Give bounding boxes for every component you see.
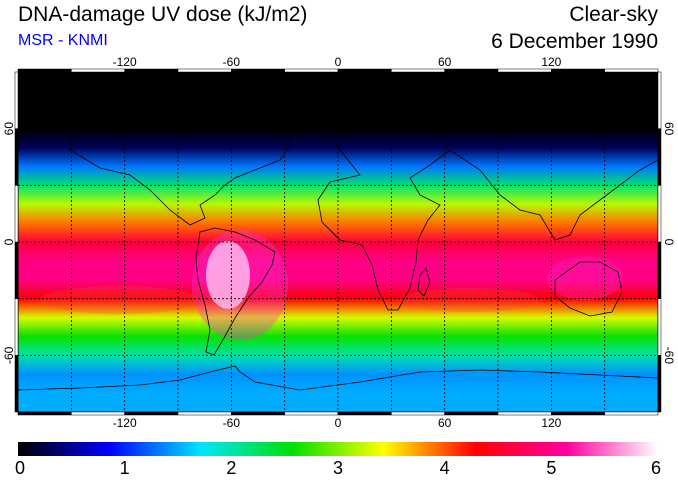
frame-segment — [604, 411, 659, 416]
lon-tick-label: -120 — [113, 416, 137, 430]
coast-greenland — [289, 71, 321, 111]
frame-segment — [657, 241, 662, 299]
lat-tick-label-right: 60 — [662, 122, 676, 136]
frame-segment — [657, 298, 662, 356]
lon-tick-label: 0 — [335, 55, 342, 69]
frame-segment — [71, 411, 125, 416]
lon-tick-label: 120 — [541, 416, 561, 430]
coast-australia — [554, 261, 623, 317]
frame-segment — [17, 68, 72, 73]
frame-segment — [497, 68, 552, 73]
frame-segment — [551, 411, 605, 416]
lat-tick-label-left: -60 — [2, 346, 16, 364]
colorbar-tick-label: 1 — [119, 458, 130, 478]
south-america-band — [192, 230, 288, 340]
frame-segment — [177, 68, 232, 73]
lat-tick-label-right: 0 — [662, 239, 676, 246]
frame-segment — [14, 241, 19, 299]
colorbar-tick-label: 2 — [226, 458, 237, 478]
frame-segment — [444, 411, 499, 416]
frame-segment — [657, 185, 662, 243]
condition-label: Clear-sky — [569, 3, 658, 26]
coast-asia — [449, 72, 659, 241]
colorbar-tick-label: 0 — [14, 458, 26, 478]
frame-segment — [231, 411, 285, 416]
lat-tick-label-right: -60 — [662, 347, 676, 365]
pacific-swirl — [40, 286, 200, 314]
lat-tick-label-left: 0 — [2, 238, 16, 245]
indian-swirl — [400, 288, 540, 312]
frame-segment — [177, 411, 232, 416]
frame-segment — [657, 128, 662, 186]
frame-segment — [14, 128, 19, 186]
source-label: MSR - KNMI — [18, 32, 108, 49]
coast-antarctica — [17, 365, 659, 391]
lon-tick-label: 60 — [438, 55, 452, 69]
frame-segment — [391, 411, 445, 416]
lon-tick-label: -120 — [113, 55, 137, 69]
frame-segment — [657, 71, 662, 129]
frame-segment — [231, 68, 285, 73]
coast-madagascar — [417, 267, 431, 297]
frame-segment — [497, 411, 552, 416]
frame-segment — [391, 68, 445, 73]
andes-maximum — [206, 241, 250, 309]
frame-segment — [124, 68, 179, 73]
lon-tick-label: -60 — [223, 416, 241, 430]
colorbar-tick-label: 3 — [332, 458, 344, 478]
coast-south-america — [195, 227, 276, 356]
lon-tick-label: 120 — [541, 55, 561, 69]
map-title: DNA-damage UV dose (kJ/m2) — [18, 3, 308, 26]
frame-segment — [604, 68, 659, 73]
lon-tick-label: 60 — [438, 416, 452, 430]
lon-tick-label: 0 — [335, 416, 342, 430]
frame-segment — [17, 411, 72, 416]
colorbar-tick-label: 6 — [650, 458, 662, 478]
lon-tick-label: -60 — [223, 55, 241, 69]
frame-segment — [14, 71, 19, 129]
frame-segment — [337, 68, 392, 73]
colorbar-tick-label: 5 — [546, 458, 557, 478]
frame-segment — [444, 68, 499, 73]
lat-tick-label-left: 60 — [2, 122, 16, 136]
date-label: 6 December 1990 — [491, 30, 658, 53]
frame-segment — [337, 411, 392, 416]
frame-segment — [284, 411, 339, 416]
colorbar — [18, 442, 658, 456]
frame-segment — [657, 355, 662, 413]
colorbar-tick-label: 4 — [439, 458, 450, 478]
coast-europe-africa — [317, 72, 451, 311]
frame-segment — [551, 68, 605, 73]
frame-segment — [71, 68, 125, 73]
frame-segment — [284, 68, 339, 73]
frame-segment — [124, 411, 179, 416]
frame-segment — [14, 185, 19, 243]
australia-band — [547, 256, 623, 300]
